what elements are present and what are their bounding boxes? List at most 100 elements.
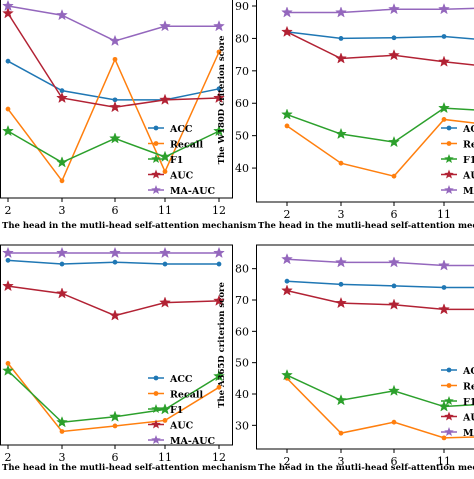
y-tick-label: 60 (235, 325, 249, 338)
data-point-acc (392, 35, 397, 40)
legend-marker (151, 170, 161, 179)
legend-label: ACC (462, 124, 474, 135)
legend-marker (444, 154, 454, 163)
legend-label: F1 (463, 155, 474, 166)
data-point-auc (57, 93, 67, 103)
legend-marker (447, 141, 452, 146)
data-point-acc (442, 34, 447, 39)
data-point-f1 (336, 395, 346, 405)
legend-marker (154, 391, 159, 396)
series-line-acc (8, 61, 219, 100)
data-point-recall (339, 161, 344, 166)
x-tick-label: 2 (284, 208, 291, 221)
data-point-auc (336, 298, 346, 308)
data-point-acc (392, 284, 397, 289)
y-tick-label: 70 (235, 294, 249, 307)
data-point-f1 (110, 411, 120, 421)
legend-marker (447, 368, 452, 373)
x-tick-label: 2 (5, 204, 12, 217)
data-point-f1 (110, 133, 120, 143)
data-point-acc (60, 262, 65, 267)
legend-marker (444, 427, 454, 436)
data-point-f1 (336, 129, 346, 139)
legend-marker (447, 383, 452, 388)
data-point-f1 (389, 385, 399, 395)
legend-label: Recall (170, 390, 203, 401)
x-tick-label: 11 (158, 204, 172, 217)
legend-label: AUC (462, 413, 474, 424)
data-point-auc (336, 53, 346, 63)
data-point-recall (6, 107, 11, 112)
x-axis-label: The head in the mutli-head self-attentio… (258, 221, 474, 231)
y-tick-label: 50 (235, 130, 249, 143)
data-point-recall (339, 431, 344, 436)
data-point-acc (163, 262, 168, 267)
data-point-auc (57, 288, 67, 298)
x-tick-label: 3 (338, 208, 345, 221)
series-line-auc (287, 291, 474, 310)
y-tick-label: 70 (235, 65, 249, 78)
plot-frame (257, 245, 474, 449)
x-tick-label: 6 (391, 208, 398, 221)
data-point-ma-auc (282, 254, 292, 264)
x-axis-label: The head in the mutli-head self-attentio… (258, 463, 474, 473)
legend-label: Recall (170, 140, 203, 151)
x-tick-label: 3 (59, 204, 66, 217)
y-tick-label: 90 (235, 0, 249, 13)
legend-marker (444, 170, 454, 179)
y-tick-label: 40 (235, 388, 249, 401)
data-point-auc (3, 281, 13, 291)
legend-label: Recall (463, 140, 474, 151)
data-point-ma-auc (389, 257, 399, 267)
legend-label: MA-AUC (170, 436, 215, 447)
legend-marker (154, 376, 159, 381)
data-point-acc (113, 260, 118, 265)
data-point-acc (6, 258, 11, 263)
data-point-auc (439, 56, 449, 66)
data-point-ma-auc (336, 7, 346, 17)
data-point-ma-auc (439, 260, 449, 270)
legend-label: MA-AUC (170, 186, 215, 197)
series-line-recall (8, 52, 219, 181)
y-axis-label: The A365D criterion score (217, 282, 227, 408)
legend-label: ACC (169, 374, 193, 385)
data-point-ma-auc (57, 248, 67, 258)
legend-label: MA-AUC (463, 186, 474, 197)
series-line-ma-auc (8, 6, 219, 41)
series-line-f1 (287, 108, 474, 142)
series-line-f1 (287, 375, 474, 406)
y-tick-label: 80 (235, 263, 249, 276)
data-point-f1 (160, 151, 170, 161)
y-tick-label: 30 (235, 419, 249, 432)
data-point-ma-auc (282, 7, 292, 17)
x-axis-label: The head in the mutli-head self-attentio… (2, 463, 256, 473)
legend-marker (444, 396, 454, 405)
data-point-recall (163, 418, 168, 423)
data-point-ma-auc (160, 248, 170, 258)
y-tick-label: 40 (235, 162, 249, 175)
x-axis-label: The head in the mutli-head self-attentio… (2, 221, 256, 231)
data-point-recall (392, 174, 397, 179)
series-line-auc (8, 286, 219, 315)
legend-label: ACC (169, 124, 193, 135)
data-point-recall (163, 169, 168, 174)
x-tick-label: 11 (437, 208, 451, 221)
data-point-ma-auc (57, 10, 67, 20)
data-point-f1 (389, 137, 399, 147)
data-point-acc (285, 279, 290, 284)
legend-label: AUC (169, 171, 194, 182)
data-point-auc (160, 297, 170, 307)
x-tick-label: 6 (112, 204, 119, 217)
legend-marker (444, 412, 454, 421)
data-point-recall (60, 178, 65, 183)
legend-marker (447, 126, 452, 131)
data-point-acc (217, 262, 222, 267)
data-point-ma-auc (110, 35, 120, 45)
